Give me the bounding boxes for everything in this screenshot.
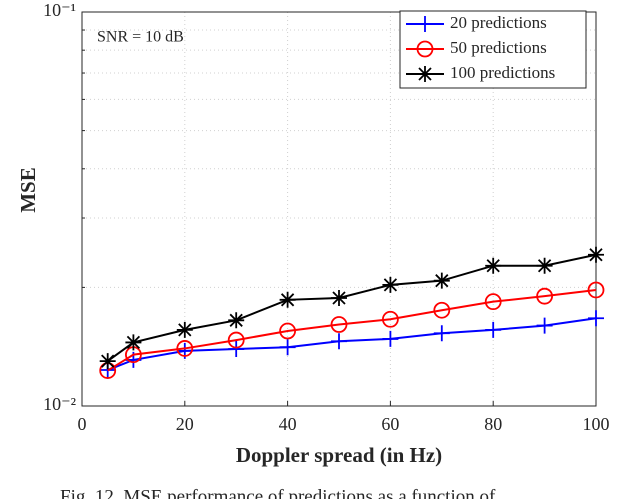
marker: [99, 353, 116, 370]
marker: [279, 339, 296, 356]
marker: [176, 321, 193, 338]
caption: Fig. 12. MSE performance of predictions …: [60, 486, 496, 499]
marker: [228, 341, 245, 358]
legend-label: 50 predictions: [450, 38, 547, 57]
marker: [331, 333, 347, 350]
legend-label: 20 predictions: [450, 13, 547, 32]
y-tick-label: 10⁻²: [43, 394, 76, 414]
marker: [382, 330, 399, 347]
marker: [433, 301, 451, 319]
marker: [279, 291, 296, 308]
x-axis-label: Doppler spread (in Hz): [236, 443, 442, 467]
marker: [331, 289, 347, 306]
marker: [485, 321, 502, 338]
marker: [536, 257, 553, 274]
marker: [381, 310, 399, 328]
marker: [588, 246, 604, 263]
x-tick-label: 80: [484, 414, 502, 434]
legend-marker: [416, 40, 434, 58]
marker: [382, 276, 399, 293]
marker: [587, 281, 605, 299]
series-line: [107, 253, 597, 362]
x-tick-label: 0: [78, 414, 87, 434]
marker: [484, 293, 502, 311]
plot-frame: [81, 11, 597, 407]
y-tick-label: 10⁻¹: [43, 0, 76, 20]
marker: [228, 312, 245, 329]
marker: [279, 322, 297, 340]
x-tick-label: 100: [583, 414, 610, 434]
marker: [536, 287, 553, 305]
marker: [125, 334, 142, 351]
marker: [176, 340, 194, 357]
legend-marker: [417, 66, 433, 82]
series-line: [107, 288, 597, 372]
legend-marker: [417, 16, 433, 32]
marker: [227, 331, 245, 349]
x-tick-label: 40: [279, 414, 297, 434]
marker: [536, 317, 553, 334]
y-axis-label: MSE: [16, 167, 40, 213]
annotation: SNR = 10 dB: [97, 29, 184, 46]
marker: [433, 325, 450, 342]
marker: [588, 310, 604, 327]
marker: [433, 272, 450, 289]
marker: [485, 257, 502, 274]
x-tick-label: 60: [381, 414, 399, 434]
x-tick-label: 20: [176, 414, 194, 434]
marker: [330, 316, 348, 333]
legend-label: 100 predictions: [450, 63, 555, 82]
